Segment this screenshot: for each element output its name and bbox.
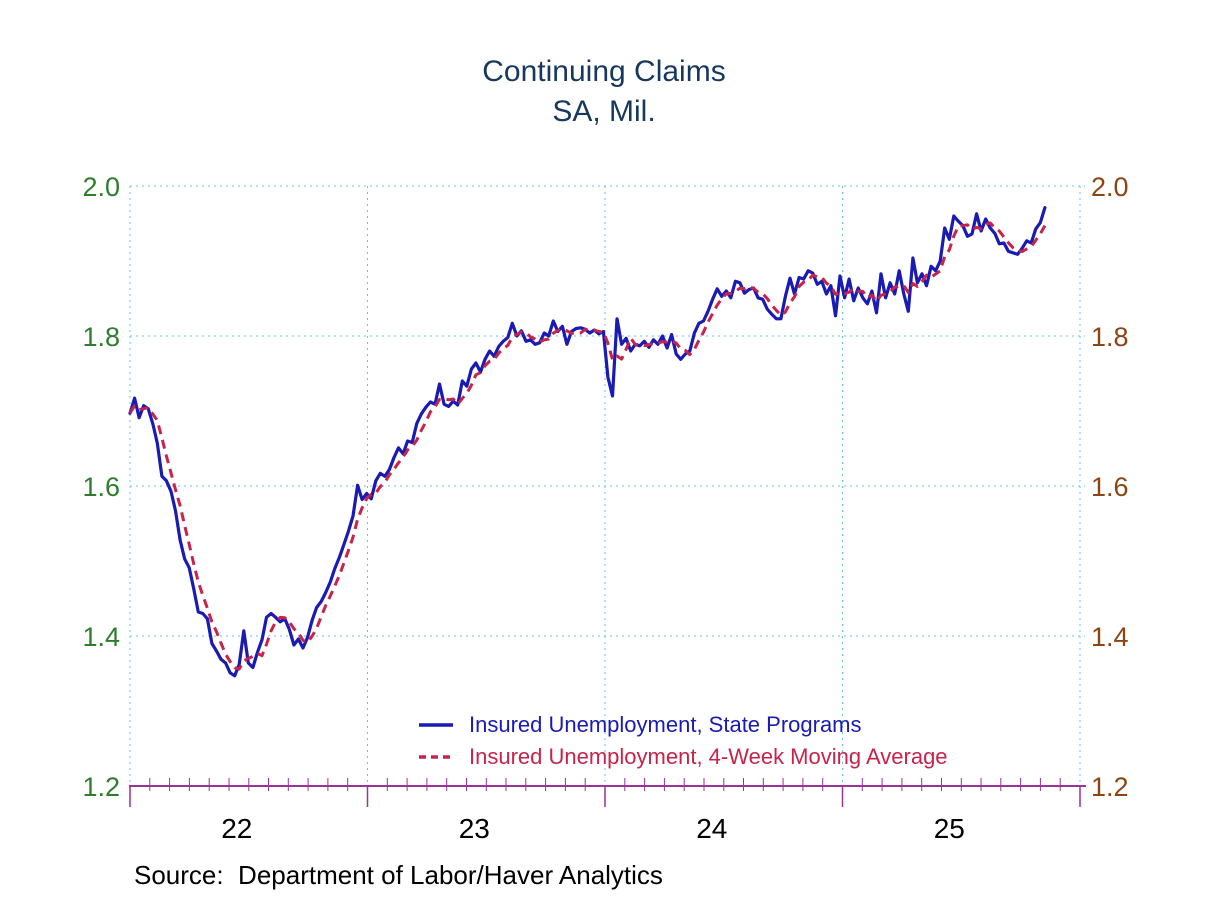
x-axis-label: 24 <box>696 813 727 844</box>
y-axis-label-right: 1.4 <box>1091 622 1129 652</box>
chart-title: Continuing Claims SA, Mil. <box>0 52 1208 132</box>
legend-label-moving-average: Insured Unemployment, 4-Week Moving Aver… <box>469 743 948 769</box>
series-line-moving-average <box>128 221 1047 671</box>
x-axis-label: 25 <box>934 813 965 844</box>
chart-legend: Insured Unemployment, State Programs Ins… <box>417 710 948 771</box>
legend-solid-line-swatch <box>419 722 453 727</box>
x-axis-label: 22 <box>221 813 252 844</box>
y-axis-label-right: 1.8 <box>1091 322 1129 352</box>
y-axis-label-left: 1.4 <box>82 622 120 652</box>
legend-label-state-programs: Insured Unemployment, State Programs <box>469 711 862 737</box>
legend-item-state-programs: Insured Unemployment, State Programs <box>417 710 948 739</box>
x-axis-label: 23 <box>459 813 490 844</box>
series-line-state-programs <box>128 206 1047 678</box>
y-axis-label-left: 1.8 <box>82 322 120 352</box>
chart-title-line2: SA, Mil. <box>552 95 656 128</box>
y-axis-label-right: 1.6 <box>1091 472 1129 502</box>
y-axis-label-left: 1.6 <box>82 472 120 502</box>
legend-dashed-line-swatch <box>419 754 453 759</box>
y-axis-label-right: 1.2 <box>1091 772 1129 802</box>
legend-item-moving-average: Insured Unemployment, 4-Week Moving Aver… <box>417 742 948 771</box>
y-axis-label-left: 2.0 <box>82 172 120 202</box>
source-note: Source: Department of Labor/Haver Analyt… <box>134 860 663 890</box>
y-axis-label-left: 1.2 <box>82 772 120 802</box>
chart-title-line1: Continuing Claims <box>482 55 726 88</box>
y-axis-label-right: 2.0 <box>1091 172 1129 202</box>
